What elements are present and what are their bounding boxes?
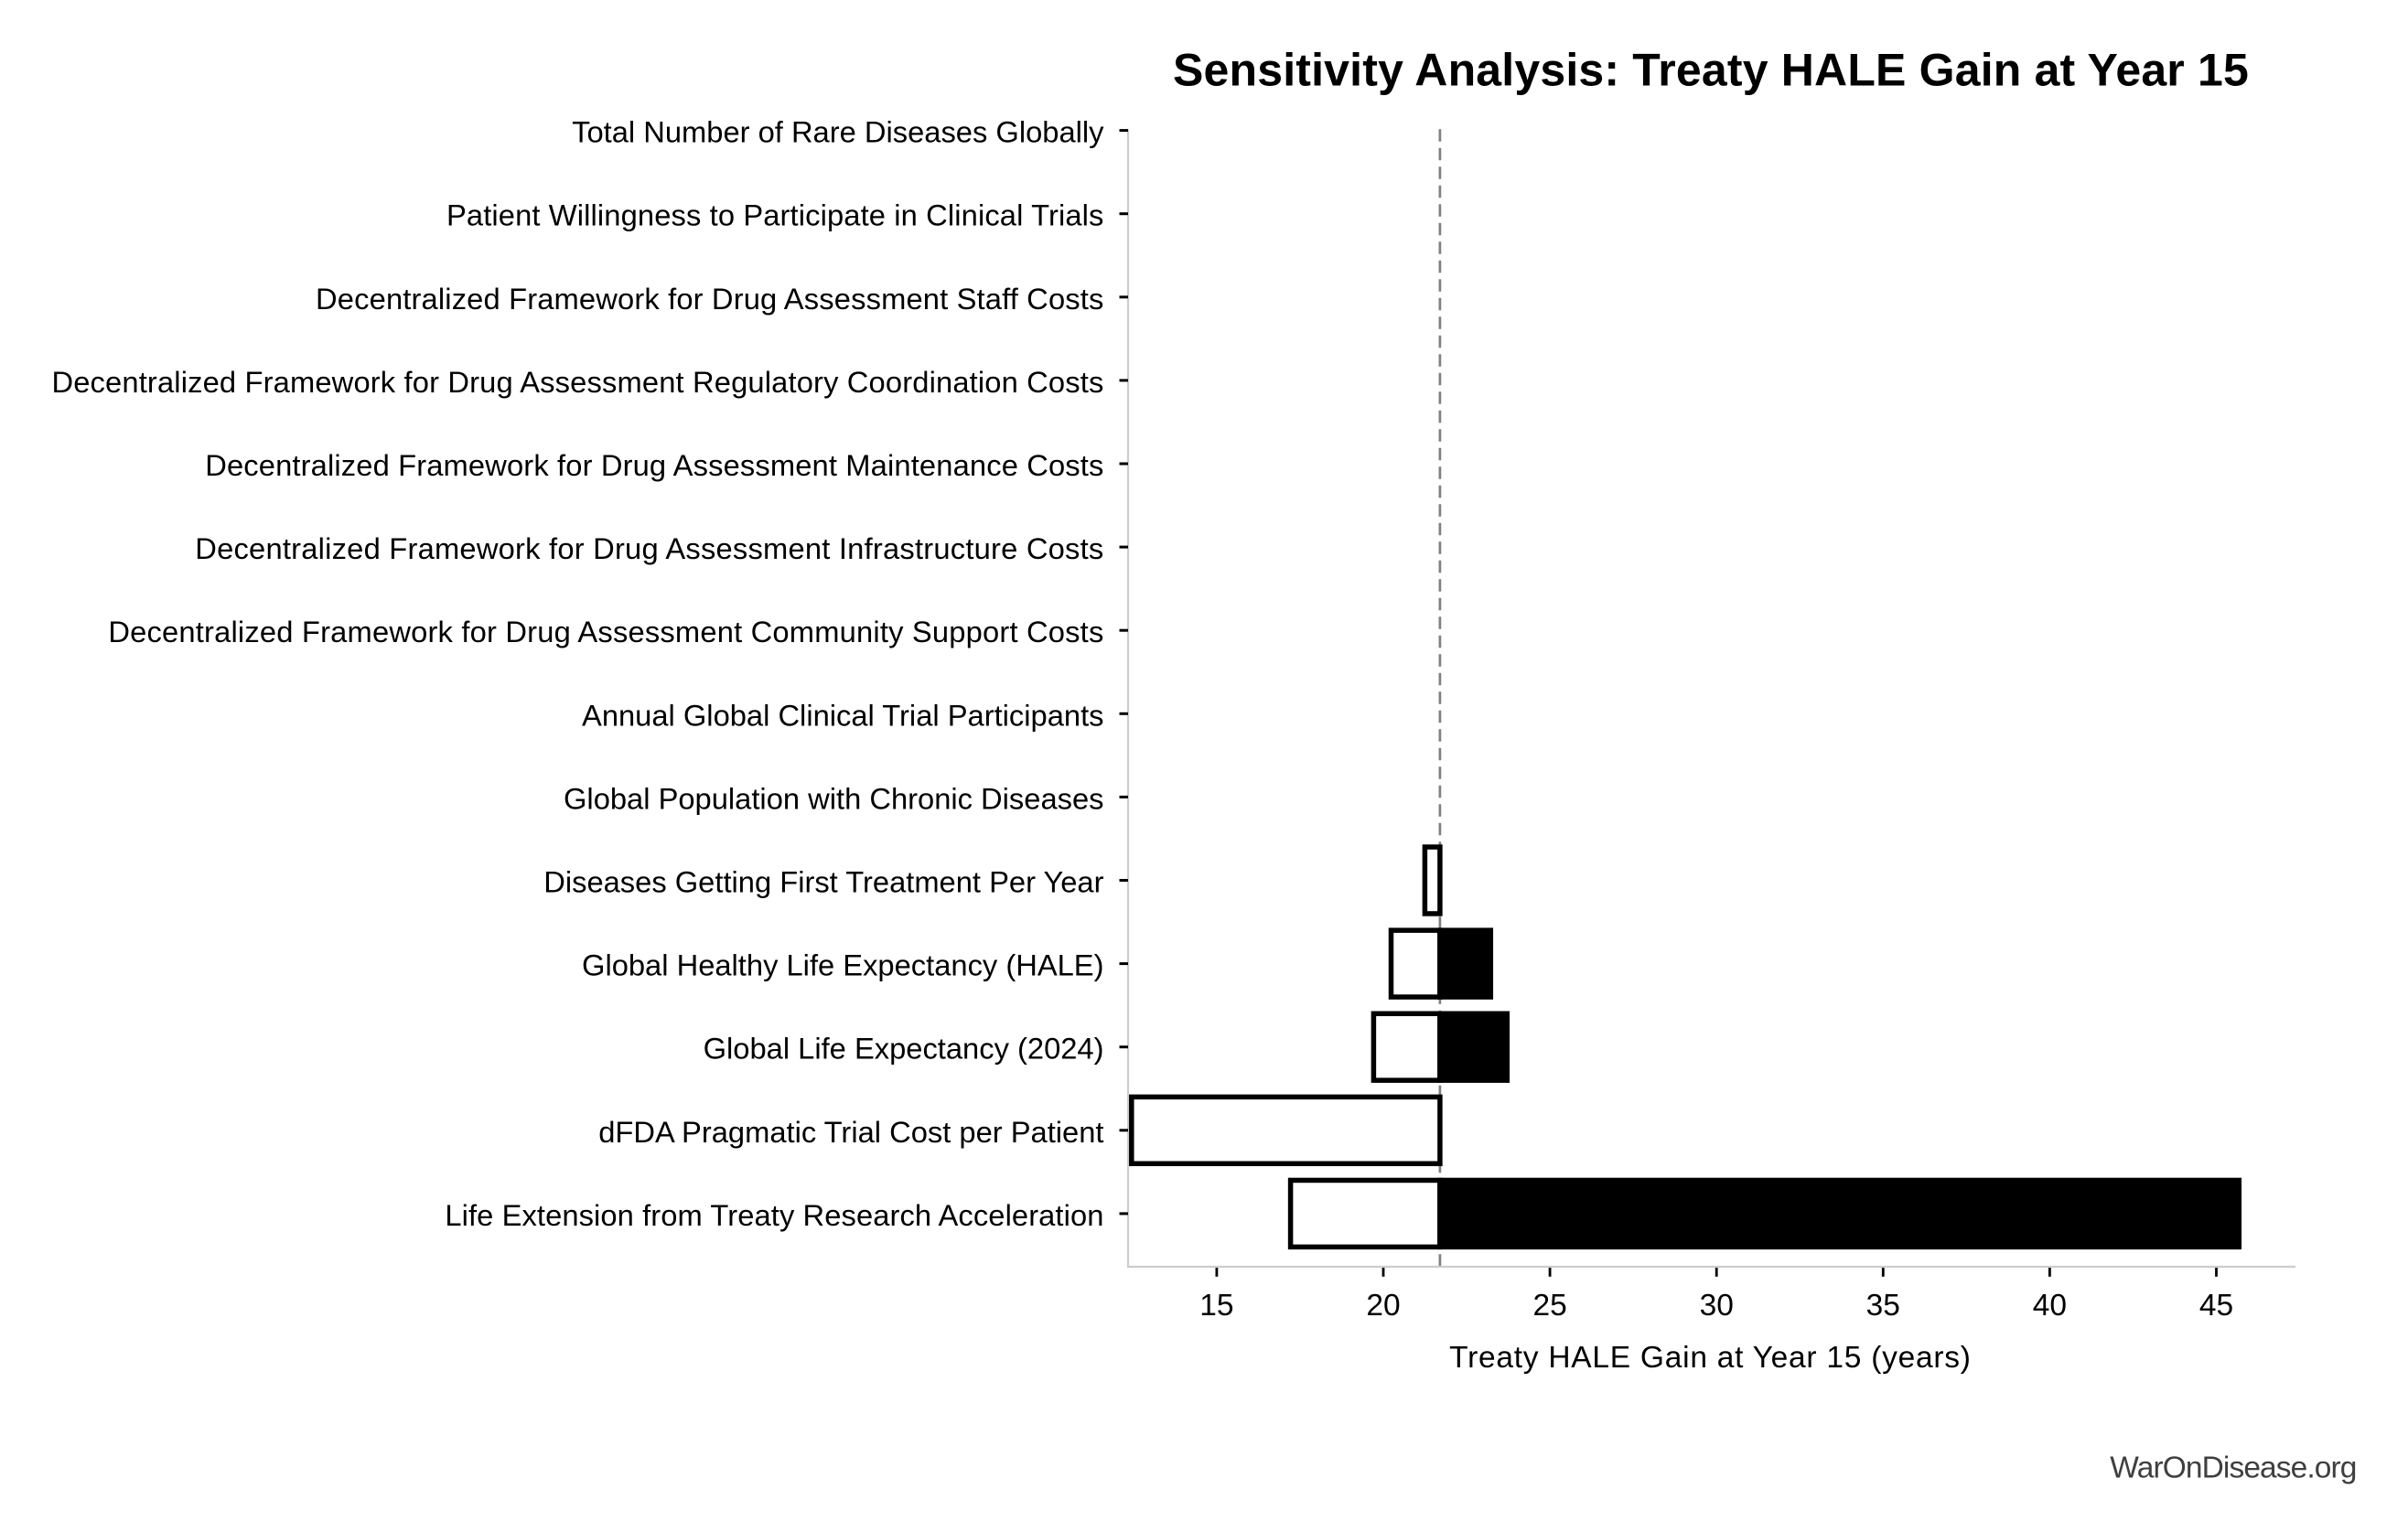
svg-text:Decentralized Framework for Dr: Decentralized Framework for Drug Assessm… <box>108 615 1103 648</box>
svg-text:25: 25 <box>1532 1289 1566 1323</box>
svg-text:40: 40 <box>2033 1289 2067 1323</box>
svg-text:Annual Global Clinical Trial P: Annual Global Clinical Trial Participant… <box>582 698 1103 732</box>
svg-text:Global Life Expectancy (2024): Global Life Expectancy (2024) <box>704 1032 1104 1066</box>
svg-text:30: 30 <box>1700 1289 1734 1323</box>
svg-text:Decentralized Framework for Dr: Decentralized Framework for Drug Assessm… <box>316 282 1103 316</box>
svg-text:Sensitivity Analysis: Treaty H: Sensitivity Analysis: Treaty HALE Gain a… <box>1173 45 2249 96</box>
svg-text:Global Population with Chronic: Global Population with Chronic Diseases <box>564 781 1104 815</box>
svg-text:45: 45 <box>2199 1289 2233 1323</box>
svg-text:15: 15 <box>1199 1289 1233 1323</box>
svg-text:35: 35 <box>1866 1289 1900 1323</box>
svg-text:Global Healthy Life Expectancy: Global Healthy Life Expectancy (HALE) <box>582 948 1103 982</box>
svg-text:Total Number of Rare Diseases: Total Number of Rare Diseases Globally <box>572 115 1104 149</box>
svg-text:Patient Willingness to Partici: Patient Willingness to Participate in Cl… <box>446 198 1104 232</box>
svg-text:Diseases Getting First Treatme: Diseases Getting First Treatment Per Yea… <box>543 865 1103 899</box>
svg-text:Life Extension from Treaty Res: Life Extension from Treaty Research Acce… <box>445 1198 1103 1232</box>
svg-text:WarOnDisease.org: WarOnDisease.org <box>2110 1451 2356 1484</box>
svg-text:Decentralized Framework for Dr: Decentralized Framework for Drug Assessm… <box>195 531 1103 565</box>
svg-text:Decentralized Framework for Dr: Decentralized Framework for Drug Assessm… <box>205 448 1103 482</box>
svg-text:Treaty HALE Gain at Year 15 (y: Treaty HALE Gain at Year 15 (years) <box>1449 1341 1972 1375</box>
svg-text:20: 20 <box>1366 1289 1400 1323</box>
svg-text:dFDA Pragmatic Trial Cost per: dFDA Pragmatic Trial Cost per Patient <box>598 1115 1103 1149</box>
svg-text:Decentralized Framework for Dr: Decentralized Framework for Drug Assessm… <box>51 365 1103 399</box>
